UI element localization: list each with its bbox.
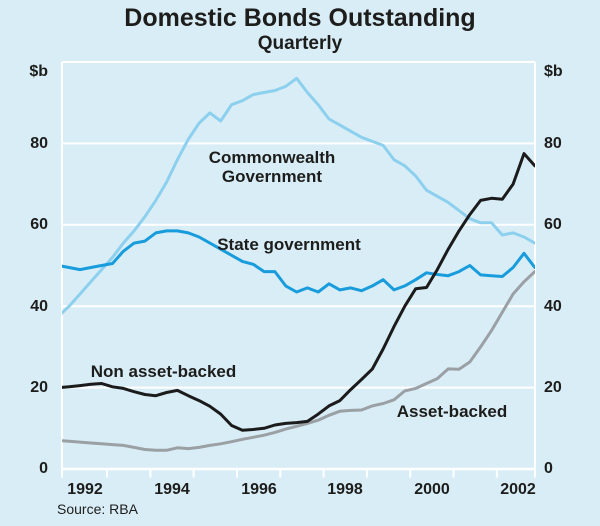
y-tick-label-left-40: 40 <box>30 298 48 315</box>
series-label-commonwealth-government: Commonwealth Government <box>208 148 336 186</box>
chart-subtitle: Quarterly <box>257 33 343 54</box>
chart-title: Domestic Bonds Outstanding <box>124 4 476 32</box>
y-tick-label-left-80: 80 <box>30 135 48 152</box>
series-line-asset-backed <box>62 270 535 452</box>
y-axis-unit-right: $b <box>544 63 563 80</box>
series-line-state-government <box>62 229 535 294</box>
x-axis-ticks <box>106 469 498 478</box>
source-note: Source: RBA <box>57 501 138 517</box>
gridlines <box>62 142 535 389</box>
y-tick-label-left-0: 0 <box>39 460 48 477</box>
y-tick-label-left-60: 60 <box>30 216 48 233</box>
series-label-state-government: State government <box>217 235 361 254</box>
x-tick-label-1992: 1992 <box>67 481 103 498</box>
plot-frame <box>61 61 536 478</box>
y-tick-label-right-0: 0 <box>544 460 553 477</box>
x-tick-label-2000: 2000 <box>414 481 450 498</box>
x-tick-label-1998: 1998 <box>327 481 363 498</box>
y-tick-label-left-20: 20 <box>30 379 48 396</box>
x-tick-label-1996: 1996 <box>241 481 277 498</box>
y-tick-label-right-80: 80 <box>544 135 562 152</box>
series-label-non-asset-backed: Non asset-backed <box>90 362 237 381</box>
series-line-non-asset-backed <box>62 152 535 432</box>
y-tick-label-right-60: 60 <box>544 216 562 233</box>
data-lines <box>62 76 535 452</box>
x-tick-label-2002: 2002 <box>500 481 536 498</box>
y-tick-label-right-40: 40 <box>544 298 562 315</box>
y-axis-unit-left: $b <box>29 63 48 80</box>
series-label-asset-backed: Asset-backed <box>396 402 508 421</box>
y-tick-label-right-20: 20 <box>544 379 562 396</box>
x-tick-label-1994: 1994 <box>154 481 190 498</box>
series-line-commonwealth-government <box>62 76 535 315</box>
